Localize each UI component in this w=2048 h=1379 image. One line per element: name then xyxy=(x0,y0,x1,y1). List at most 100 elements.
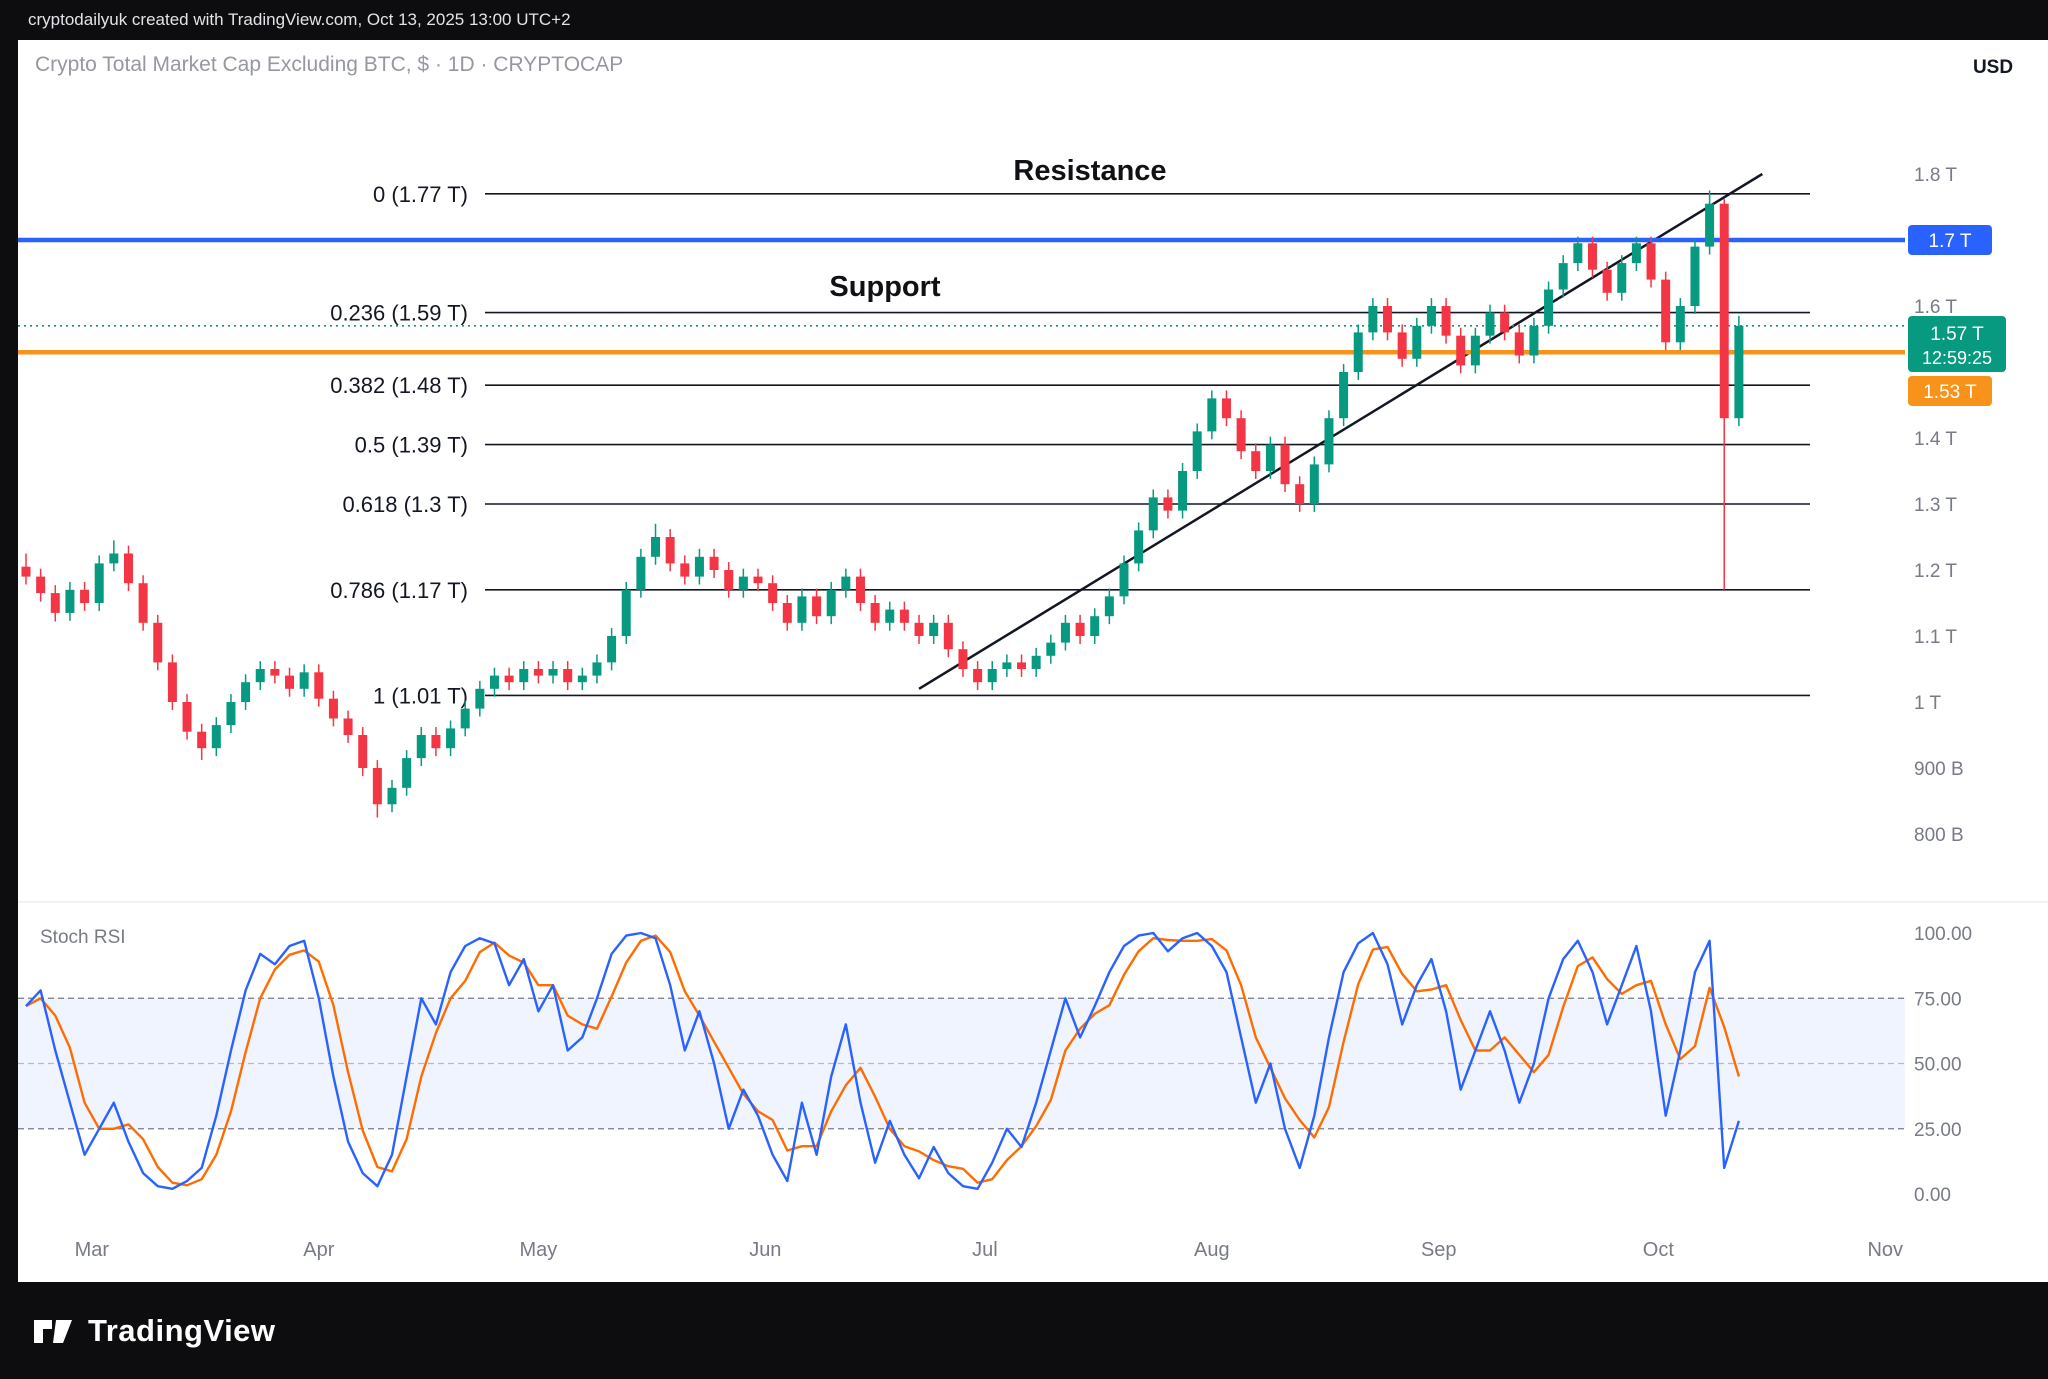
candle-body xyxy=(226,702,236,726)
candle-body xyxy=(1426,306,1436,326)
candle-body xyxy=(343,718,353,735)
candle-body xyxy=(372,768,382,805)
candle-body xyxy=(1719,203,1729,419)
currency-button[interactable]: USD xyxy=(1973,57,2013,78)
fib-label: 1 (1.01 T) xyxy=(373,683,468,708)
candle-body xyxy=(665,537,675,564)
candle-body xyxy=(1104,596,1114,617)
fib-label: 0.786 (1.17 T) xyxy=(330,578,468,603)
support-price-badge xyxy=(1908,376,1992,406)
month-label: Mar xyxy=(75,1239,110,1261)
candle-body xyxy=(694,556,704,577)
last-price-badge xyxy=(1908,316,2006,372)
candle-body xyxy=(109,553,119,564)
candle-body xyxy=(1544,289,1554,326)
month-label: Oct xyxy=(1643,1239,1675,1261)
stoch-tick-label: 25.00 xyxy=(1914,1120,1962,1141)
candle-body xyxy=(782,603,792,623)
support-price-badge-label: 1.53 T xyxy=(1923,382,1977,403)
candle-body xyxy=(1002,662,1012,669)
month-label: May xyxy=(520,1239,558,1261)
candle-body xyxy=(153,622,163,663)
candle-body xyxy=(1309,464,1319,504)
candle-body xyxy=(1529,325,1539,356)
candle-body xyxy=(1280,444,1290,485)
candle-body xyxy=(1587,243,1597,270)
candle-body xyxy=(709,556,719,570)
candle-body xyxy=(1675,306,1685,343)
month-label: Sep xyxy=(1421,1239,1457,1261)
candle-body xyxy=(1060,622,1070,643)
candle-body xyxy=(563,669,573,683)
candle-body xyxy=(21,566,31,577)
chart-title: Crypto Total Market Cap Excluding BTC, $… xyxy=(35,53,623,76)
stoch-k-line xyxy=(25,931,1741,1190)
candle-body xyxy=(36,576,46,594)
candle-body xyxy=(1207,398,1217,432)
candle-body xyxy=(285,675,295,689)
candle-body xyxy=(80,589,90,603)
candle-body xyxy=(1734,325,1744,419)
candle-body xyxy=(387,787,397,805)
candle-body xyxy=(1075,622,1085,636)
candle-body xyxy=(1221,398,1231,419)
candle-body xyxy=(519,669,529,683)
price-tick-label: 800 B xyxy=(1914,825,1964,846)
stoch-rsi-pane: 100.00 75.00 50.00 25.00 0.00 xyxy=(18,924,1972,1206)
stoch-tick-label: 0.00 xyxy=(1914,1185,1951,1206)
stoch-tick-label: 75.00 xyxy=(1914,989,1962,1010)
candle-body xyxy=(504,675,514,683)
candle-body xyxy=(636,556,646,590)
fib-label: 0.618 (1.3 T) xyxy=(342,492,468,517)
candle-body xyxy=(50,593,60,613)
candle-body xyxy=(870,603,880,623)
candle-body xyxy=(1661,279,1671,343)
month-label: Jun xyxy=(749,1239,781,1261)
candle-body xyxy=(958,649,968,669)
candle-body xyxy=(914,622,924,636)
candle-body xyxy=(255,669,265,683)
candle-body xyxy=(1690,246,1700,306)
chart-canvas[interactable]: 0 (1.77 T) 0.236 (1.59 T) 0.382 (1.48 T) 0.… xyxy=(18,40,2048,1282)
candle-body xyxy=(65,589,75,613)
candle-body xyxy=(314,672,324,699)
candle-body xyxy=(270,669,280,676)
candle-body xyxy=(738,576,748,590)
candle-body xyxy=(943,622,953,650)
candle-body xyxy=(1134,530,1144,564)
price-tick-label: 1.1 T xyxy=(1914,627,1957,648)
candle-body xyxy=(167,662,177,702)
candle-body xyxy=(1251,451,1261,471)
price-tick-label: 1.8 T xyxy=(1914,165,1957,186)
candle-body xyxy=(1353,332,1363,372)
candle-body xyxy=(1119,563,1129,597)
candle-body xyxy=(460,708,470,729)
tradingview-wordmark[interactable]: TradingView xyxy=(88,1312,276,1348)
candle-body xyxy=(1573,243,1583,264)
fib-label: 0.5 (1.39 T) xyxy=(355,433,468,458)
tradingview-logo-icon[interactable] xyxy=(30,1308,76,1354)
candle-body xyxy=(768,583,778,603)
month-label: Apr xyxy=(303,1239,334,1261)
candle-body xyxy=(94,563,104,603)
candle-body xyxy=(431,735,441,749)
candle-body xyxy=(797,596,807,623)
candle-body xyxy=(592,662,602,676)
candle-body xyxy=(680,563,690,577)
support-label: Support xyxy=(829,271,940,303)
candle-body xyxy=(1163,497,1173,511)
candle-body xyxy=(841,576,851,590)
candle-body xyxy=(1646,243,1656,280)
candle-body xyxy=(929,622,939,636)
time-axis[interactable]: Mar Apr May Jun Jul Aug Sep Oct Nov xyxy=(75,1239,1903,1261)
candle-body xyxy=(973,669,983,683)
candle-body xyxy=(885,609,895,623)
candle-body xyxy=(138,583,148,623)
resistance-price-badge xyxy=(1908,225,1992,255)
candle-body xyxy=(211,725,221,749)
candle-body xyxy=(1383,306,1393,333)
price-axis[interactable]: 1.8 T 1.6 T 1.4 T 1.3 T 1.2 T 1.1 T 1 T 900 B 80… xyxy=(1908,165,2006,846)
candle-body xyxy=(1456,335,1466,366)
candle-body xyxy=(1412,325,1422,359)
month-label: Nov xyxy=(1867,1239,1903,1261)
